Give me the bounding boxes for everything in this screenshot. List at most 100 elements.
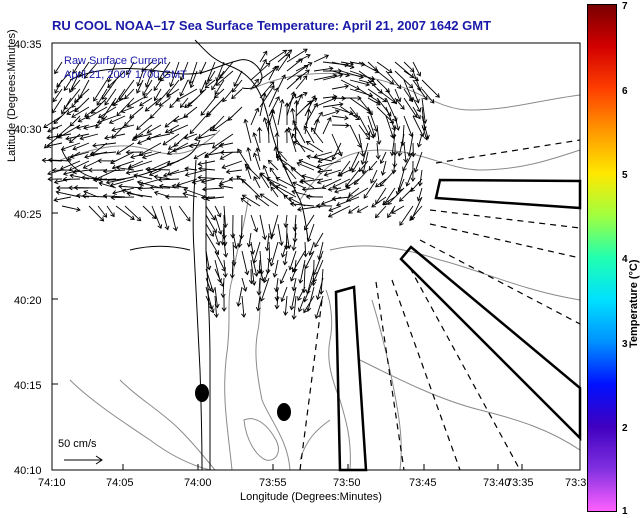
- current-vector: [167, 160, 180, 165]
- current-vector-head: [56, 82, 61, 88]
- current-vector-head: [188, 143, 194, 149]
- current-vector-head: [408, 97, 414, 103]
- current-vector: [127, 192, 153, 198]
- current-vector: [184, 97, 198, 108]
- current-vector: [291, 167, 306, 180]
- current-vector: [160, 205, 169, 230]
- current-vector: [111, 124, 135, 131]
- current-vector-head: [121, 188, 127, 194]
- current-vector: [242, 194, 261, 207]
- current-vector-head: [254, 195, 260, 200]
- current-vector: [340, 79, 360, 90]
- current-vector: [76, 124, 90, 129]
- current-vector-head: [219, 155, 225, 160]
- current-vector-head: [124, 94, 129, 100]
- current-vector-head: [242, 286, 248, 292]
- current-vector: [331, 61, 354, 68]
- current-vector-head: [279, 279, 285, 285]
- current-vector: [351, 160, 360, 173]
- current-vector-head: [282, 49, 288, 55]
- current-vector: [202, 187, 225, 190]
- current-vector: [349, 124, 362, 148]
- current-vector-head: [169, 103, 174, 109]
- current-vector-head: [92, 142, 97, 148]
- current-vector-head: [142, 91, 147, 96]
- current-vector: [121, 106, 135, 113]
- current-vector: [412, 61, 421, 77]
- current-vector-head: [370, 179, 375, 184]
- current-vector: [176, 178, 198, 186]
- current-vector-head: [246, 242, 252, 248]
- current-vector-head: [72, 69, 78, 75]
- current-vector: [290, 203, 315, 207]
- current-vector: [190, 70, 198, 88]
- current-vector: [419, 169, 423, 186]
- current-vector: [270, 241, 279, 266]
- current-vector-head: [254, 78, 259, 84]
- current-vector-head: [301, 174, 307, 179]
- current-vector: [376, 88, 396, 104]
- current-vector-head: [331, 196, 337, 202]
- colorbar-tick: 7: [622, 1, 628, 12]
- current-vector: [306, 141, 324, 153]
- bathy-contour: [69, 379, 211, 471]
- current-vector-head: [274, 296, 280, 302]
- current-vector-head: [215, 81, 221, 86]
- current-vector-head: [164, 123, 170, 128]
- current-vector: [92, 142, 117, 147]
- current-vector-head: [269, 167, 275, 173]
- colorbar-tick: 2: [622, 423, 628, 434]
- current-vector: [336, 196, 360, 206]
- current-vector: [71, 97, 81, 108]
- current-vector: [367, 97, 381, 106]
- current-vector-head: [396, 84, 402, 90]
- current-vector: [306, 268, 315, 294]
- current-vector-head: [290, 107, 296, 113]
- current-vector-head: [370, 133, 375, 139]
- current-vector: [412, 70, 421, 91]
- current-vector-head: [375, 182, 380, 188]
- current-vector-head: [136, 180, 142, 186]
- current-vector-head: [217, 278, 223, 284]
- current-vector: [208, 70, 216, 82]
- current-vector-head: [298, 93, 303, 99]
- current-vector: [142, 151, 162, 159]
- current-vector: [332, 142, 342, 160]
- current-vector: [281, 241, 288, 258]
- current-vector: [385, 97, 397, 122]
- current-vector-head: [104, 135, 109, 141]
- current-vector: [139, 178, 162, 186]
- current-vector: [200, 97, 216, 116]
- current-vector-head: [102, 168, 108, 174]
- current-vector-head: [435, 93, 440, 98]
- current-vector: [403, 97, 418, 118]
- current-vector: [167, 142, 189, 155]
- current-vector: [209, 115, 225, 132]
- current-vector: [159, 70, 171, 82]
- current-vector-head: [237, 243, 243, 248]
- current-vector-head: [290, 91, 296, 96]
- current-vector: [259, 59, 267, 72]
- current-vector-head: [212, 126, 217, 132]
- current-vector: [421, 124, 428, 140]
- current-vector-head: [71, 85, 76, 91]
- current-vector: [402, 151, 414, 171]
- current-vector: [253, 176, 261, 189]
- current-vector: [183, 188, 207, 198]
- current-vector: [178, 205, 191, 222]
- current-vector: [313, 259, 324, 283]
- current-vector: [303, 295, 315, 313]
- current-vector-head: [301, 186, 307, 192]
- current-vector-head: [204, 152, 210, 158]
- current-vector-head: [419, 132, 425, 138]
- current-vector-head: [169, 82, 174, 88]
- current-vector: [332, 178, 351, 188]
- bathy-contour: [224, 199, 249, 471]
- current-vector-head: [416, 71, 422, 77]
- current-vector: [193, 151, 207, 159]
- current-vector: [387, 205, 396, 218]
- current-vector: [151, 205, 162, 229]
- current-vector-head: [368, 110, 373, 116]
- current-vector: [370, 169, 378, 184]
- current-vector-head: [297, 296, 302, 302]
